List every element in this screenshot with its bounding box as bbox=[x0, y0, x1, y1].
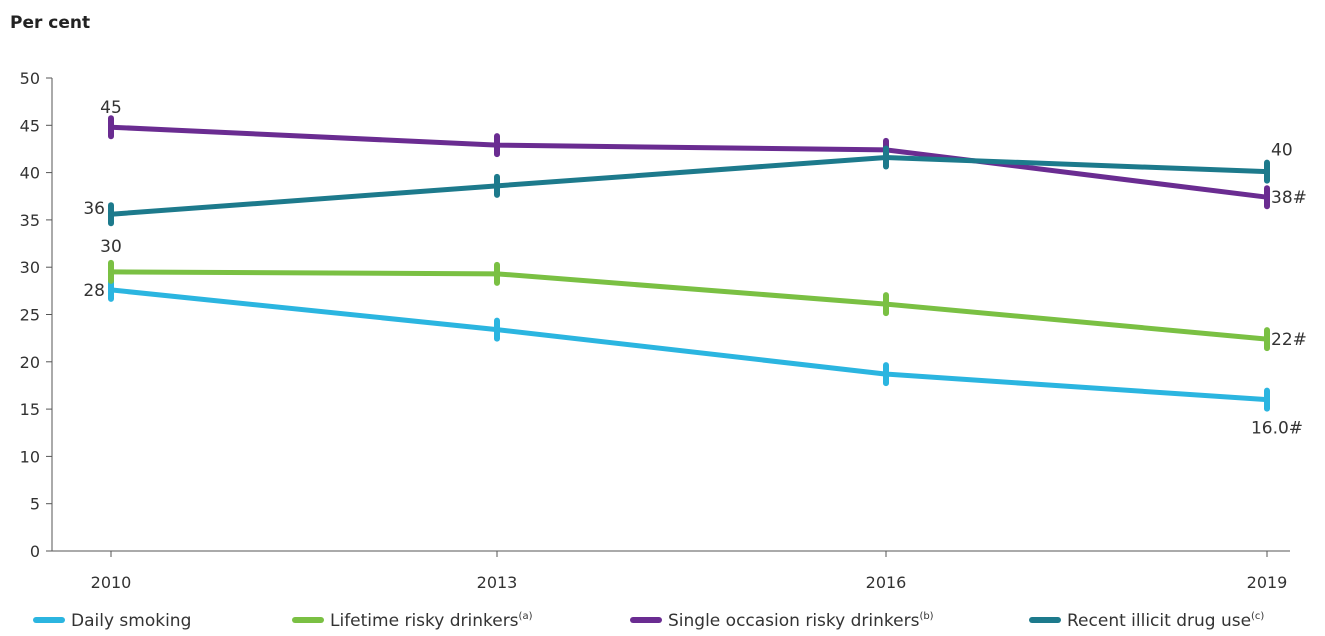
series-line bbox=[110, 287, 1268, 403]
y-axis-ticks: 0 5 10 15 20 25 30 35 40 45 50 bbox=[20, 69, 52, 561]
y-tick-label: 15 bbox=[20, 400, 40, 419]
x-tick-label: 2019 bbox=[1247, 573, 1288, 592]
x-tick-label: 2016 bbox=[866, 573, 907, 592]
legend-item: Lifetime risky drinkers(a) bbox=[292, 611, 533, 631]
data-label: 45 bbox=[100, 98, 122, 118]
series-single-occasion-risky-drinkers bbox=[108, 115, 1270, 210]
y-tick-label: 0 bbox=[30, 542, 40, 561]
data-label: 36 bbox=[83, 199, 105, 219]
data-label: 38# bbox=[1271, 188, 1307, 208]
series-lifetime-risky-drinkers bbox=[108, 259, 1270, 352]
data-label: 16.0# bbox=[1251, 419, 1303, 439]
data-label: 28 bbox=[83, 281, 105, 301]
data-label: 22# bbox=[1271, 330, 1307, 350]
series-daily-smoking bbox=[108, 277, 1270, 412]
y-tick-label: 40 bbox=[20, 164, 40, 183]
legend-item: Single occasion risky drinkers(b) bbox=[630, 611, 934, 631]
y-tick-label: 25 bbox=[20, 306, 40, 325]
y-tick-label: 45 bbox=[20, 116, 40, 135]
legend-label: Recent illicit drug use(c) bbox=[1067, 611, 1264, 631]
x-tick-label: 2010 bbox=[91, 573, 132, 592]
legend-item: Daily smoking bbox=[33, 611, 191, 631]
legend: Daily smoking Lifetime risky drinkers(a) S… bbox=[33, 611, 1264, 631]
y-tick-label: 20 bbox=[20, 353, 40, 372]
y-tick-label: 35 bbox=[20, 211, 40, 230]
legend-item: Recent illicit drug use(c) bbox=[1029, 611, 1264, 631]
series-line bbox=[110, 154, 1268, 217]
y-tick-label: 50 bbox=[20, 69, 40, 88]
legend-label: Single occasion risky drinkers(b) bbox=[668, 611, 934, 631]
series-line bbox=[110, 269, 1268, 342]
y-tick-label: 30 bbox=[20, 258, 40, 277]
data-label: 30 bbox=[100, 237, 122, 257]
y-axis-title: Per cent bbox=[10, 13, 90, 33]
data-labels: 28 16.0# 30 22# 45 38# 36 40 bbox=[83, 98, 1307, 438]
y-tick-label: 5 bbox=[30, 495, 40, 514]
legend-label: Daily smoking bbox=[71, 611, 191, 631]
series-group bbox=[108, 115, 1270, 412]
series-line bbox=[110, 124, 1268, 200]
x-axis-ticks: 2010 2013 2016 2019 bbox=[91, 551, 1288, 592]
x-tick-label: 2013 bbox=[477, 573, 518, 592]
y-tick-label: 10 bbox=[20, 447, 40, 466]
data-label: 40 bbox=[1271, 141, 1293, 161]
series-recent-illicit-drug-use bbox=[108, 145, 1270, 227]
legend-label: Lifetime risky drinkers(a) bbox=[330, 611, 533, 631]
